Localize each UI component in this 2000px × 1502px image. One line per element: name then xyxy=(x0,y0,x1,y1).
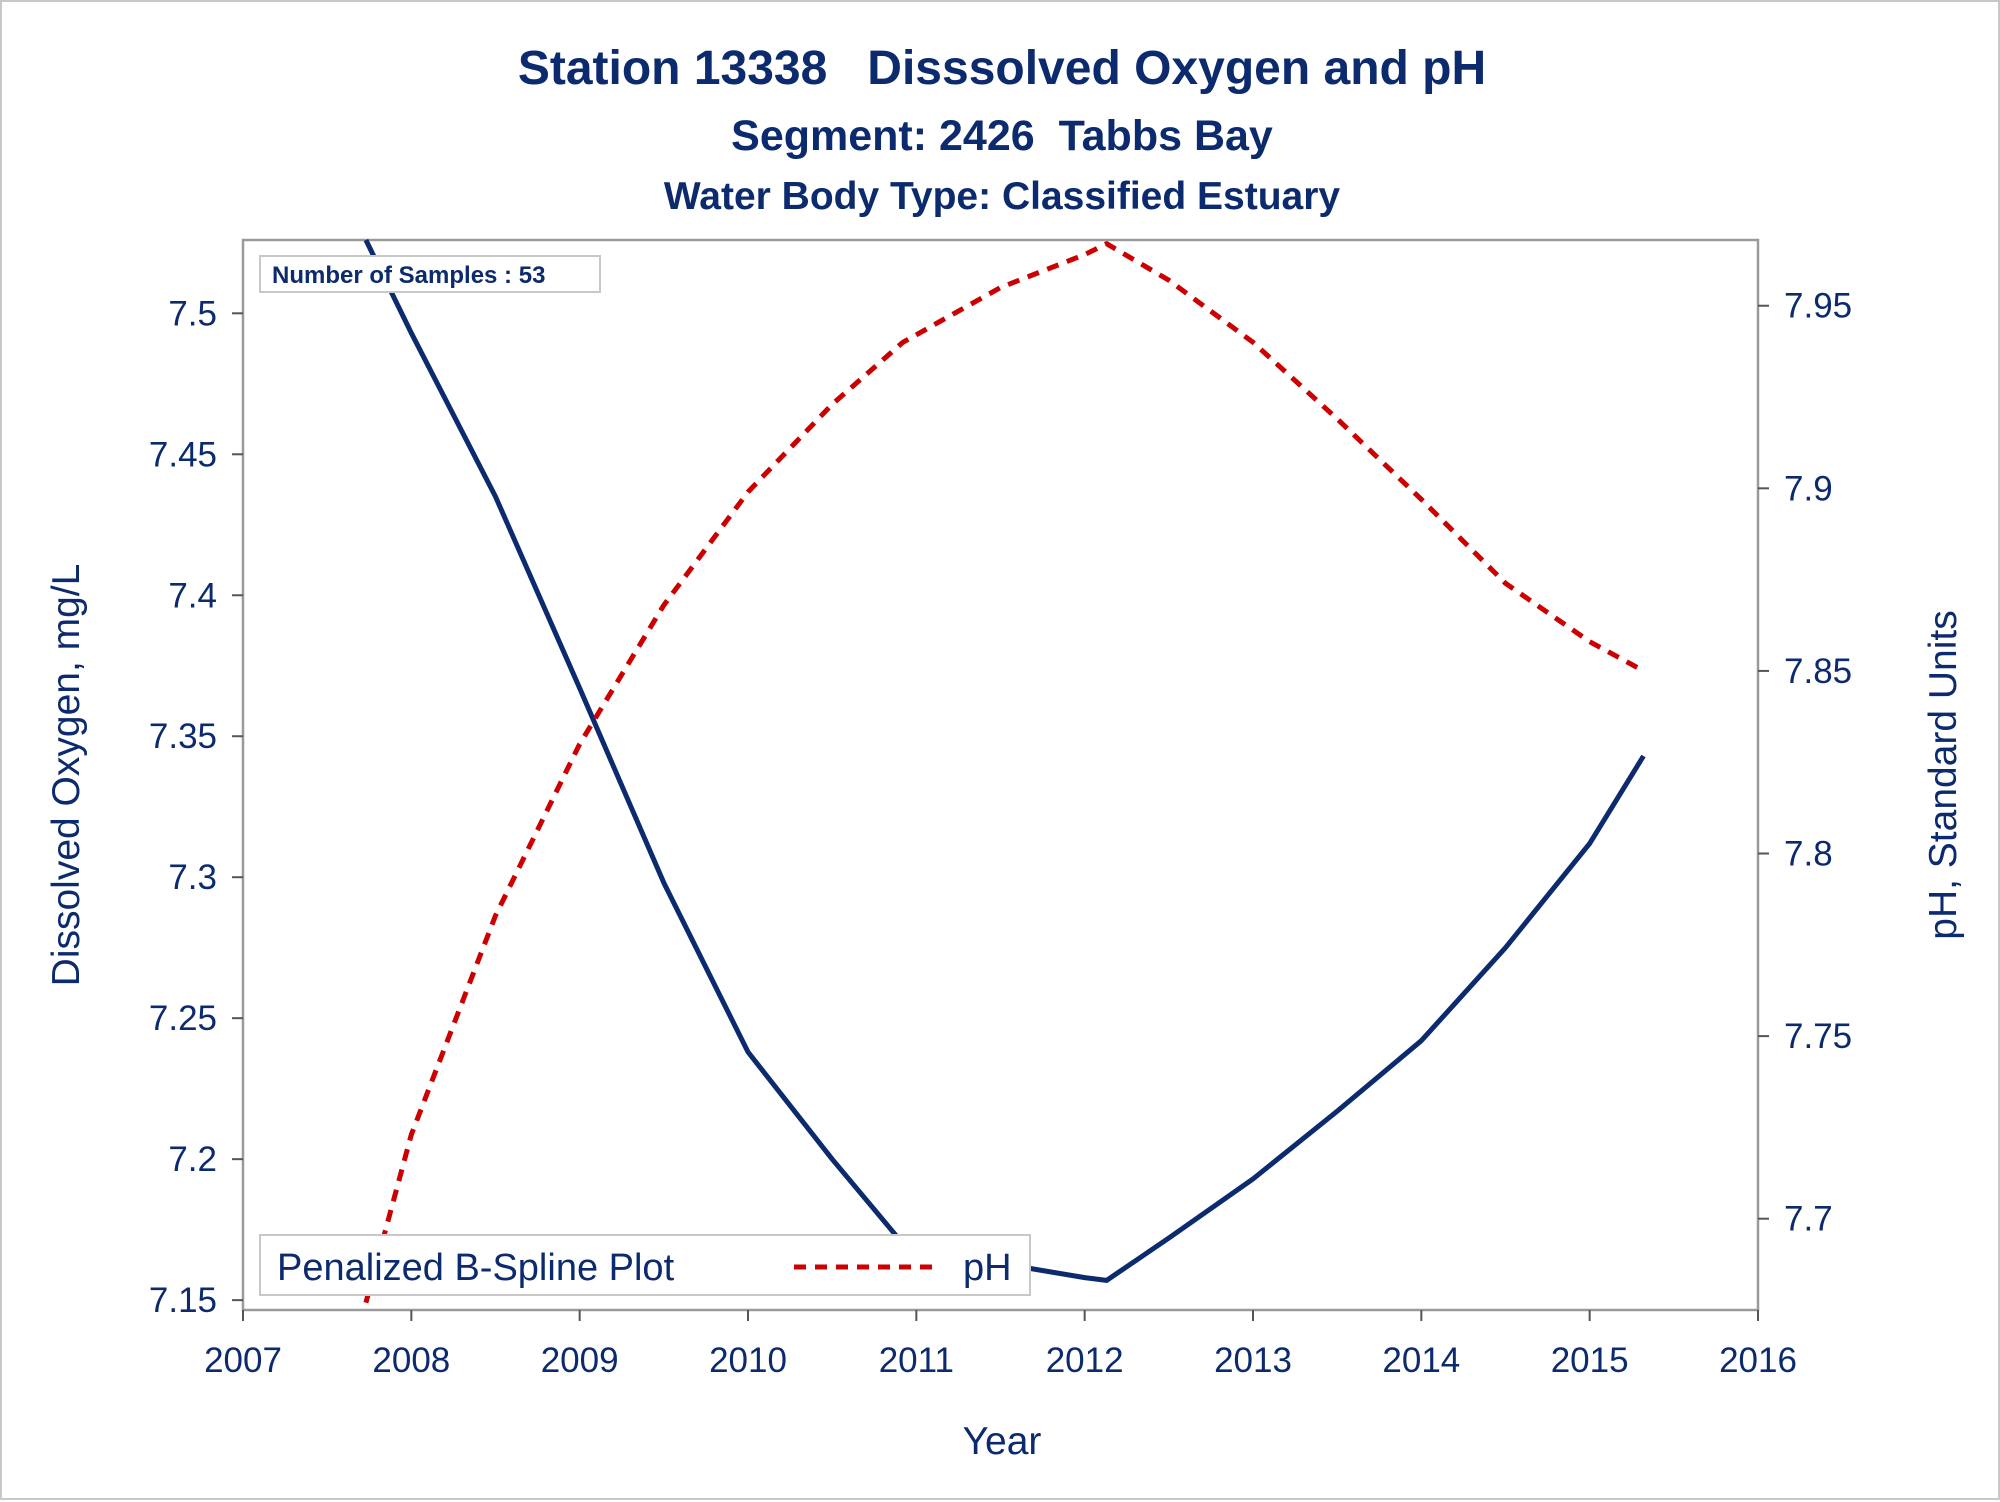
chart-subtitle-2: Water Body Type: Classified Estuary xyxy=(664,175,1340,218)
x-tick-label: 2010 xyxy=(709,1341,787,1380)
x-tick-label: 2008 xyxy=(372,1341,450,1380)
chart-subtitle: Segment: 2426 Tabbs Bay xyxy=(731,112,1273,160)
y-tick-label: 7.35 xyxy=(149,717,217,756)
y2-tick-label: 7.8 xyxy=(1784,835,1833,874)
x-tick-label: 2012 xyxy=(1046,1341,1124,1380)
series-line-spline xyxy=(363,238,1646,1283)
x-tick-label: 2016 xyxy=(1719,1341,1797,1380)
legend: Penalized B-Spline Plot pH xyxy=(259,1234,1031,1296)
y2-tick-label: 7.75 xyxy=(1784,1017,1852,1056)
y-tick-label: 7.45 xyxy=(149,435,217,474)
plot-area xyxy=(241,238,1760,1312)
chart-title: Station 13338 Disssolved Oxygen and pH xyxy=(518,42,1486,95)
series-line-ph xyxy=(363,241,1645,1304)
sample-count-inset: Number of Samples : 53 xyxy=(259,255,601,293)
x-axis-label: Year xyxy=(963,1420,1042,1463)
y-axis-label: Dissolved Oxygen, mg/L xyxy=(45,564,88,987)
x-tick-label: 2013 xyxy=(1214,1341,1292,1380)
y-tick-label: 7.2 xyxy=(168,1140,217,1179)
y-tick-label: 7.4 xyxy=(168,576,217,615)
sample-count-text: Number of Samples : 53 xyxy=(272,262,545,289)
x-tick-label: 2007 xyxy=(204,1341,282,1380)
x-tick-label: 2009 xyxy=(541,1341,619,1380)
y-tick-label: 7.5 xyxy=(168,294,217,333)
y-axis-left: 7.15 7.2 7.25 7.3 7.35 7.4 7.45 7.5 xyxy=(149,294,243,1320)
y2-tick-label: 7.9 xyxy=(1784,469,1833,508)
y-tick-label: 7.25 xyxy=(149,999,217,1038)
series-layer xyxy=(363,238,1646,1304)
x-tick-label: 2014 xyxy=(1382,1341,1460,1380)
y2-tick-label: 7.95 xyxy=(1784,287,1852,326)
legend-label-ph: pH xyxy=(963,1247,1012,1289)
x-tick-label: 2011 xyxy=(879,1341,954,1380)
legend-label-spline: Penalized B-Spline Plot xyxy=(277,1247,675,1289)
y-tick-label: 7.15 xyxy=(149,1281,217,1320)
y-tick-label: 7.3 xyxy=(168,858,217,897)
x-tick-label: 2015 xyxy=(1551,1341,1629,1380)
y2-axis-label: pH, Standard Units xyxy=(1922,610,1965,940)
y2-tick-label: 7.7 xyxy=(1784,1200,1833,1239)
y-axis-right: 7.7 7.75 7.8 7.85 7.9 7.95 xyxy=(1758,287,1852,1239)
y2-tick-label: 7.85 xyxy=(1784,652,1852,691)
x-axis: 2007 2008 2009 2010 2011 2012 2013 2014 2015 2016 xyxy=(204,1310,1797,1380)
